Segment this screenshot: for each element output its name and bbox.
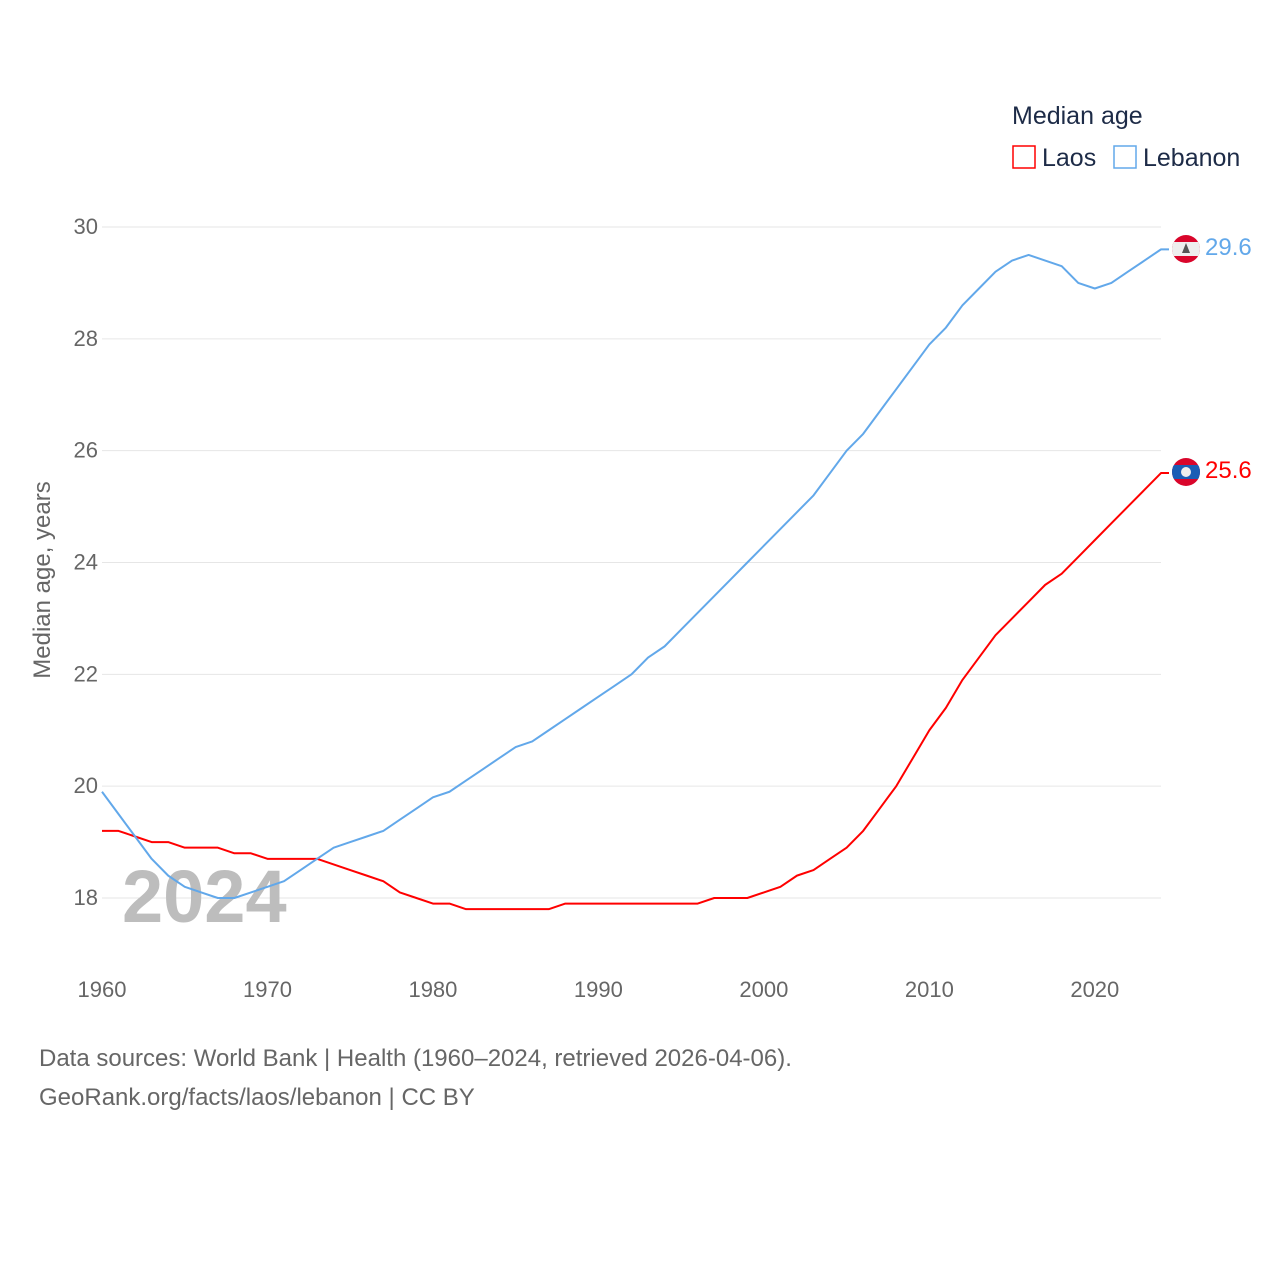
y-tick-label: 28 [74, 326, 98, 351]
y-tick-label: 26 [74, 438, 98, 463]
footer-attribution[interactable]: GeoRank.org/facts/laos/lebanon | CC BY [39, 1084, 475, 1111]
y-axis-label: Median age, years [29, 481, 56, 678]
end-label-lebanon: 29.6 [1205, 234, 1252, 261]
y-tick-label: 24 [74, 550, 98, 575]
series-line-lebanon[interactable] [101, 248, 1169, 899]
legend-item-lebanon[interactable]: Lebanon [1113, 144, 1240, 172]
y-tick-label: 18 [74, 885, 98, 910]
y-tick-label: 20 [74, 773, 98, 798]
laos-flag-icon [1172, 458, 1200, 486]
x-tick-label: 1970 [243, 977, 292, 1002]
legend-label-lebanon: Lebanon [1143, 144, 1240, 172]
x-tick-label: 1960 [78, 977, 127, 1002]
series-line-laos[interactable] [102, 472, 1169, 911]
x-tick-label: 2000 [739, 977, 788, 1002]
footer-sources: Data sources: World Bank | Health (1960–… [39, 1045, 792, 1072]
y-tick-label: 30 [74, 214, 98, 239]
end-label-laos: 25.6 [1205, 457, 1252, 484]
legend-item-laos[interactable]: Laos [1012, 144, 1096, 172]
x-tick-label: 2020 [1070, 977, 1119, 1002]
grid: 18 20 22 24 26 28 30 1960 1970 1980 1990 2000 2010 20… [74, 214, 1161, 1002]
y-tick-label: 22 [74, 661, 98, 686]
series-lines [101, 248, 1169, 911]
x-tick-label: 1980 [408, 977, 457, 1002]
legend-label-laos: Laos [1042, 144, 1096, 172]
x-tick-label: 1990 [574, 977, 623, 1002]
legend-swatch-laos [1012, 145, 1036, 169]
legend-title: Median age [1012, 102, 1143, 130]
legend-swatch-lebanon [1113, 145, 1137, 169]
year-overlay: 2024 [122, 855, 287, 938]
x-tick-label: 2010 [905, 977, 954, 1002]
lebanon-flag-icon [1172, 235, 1200, 263]
